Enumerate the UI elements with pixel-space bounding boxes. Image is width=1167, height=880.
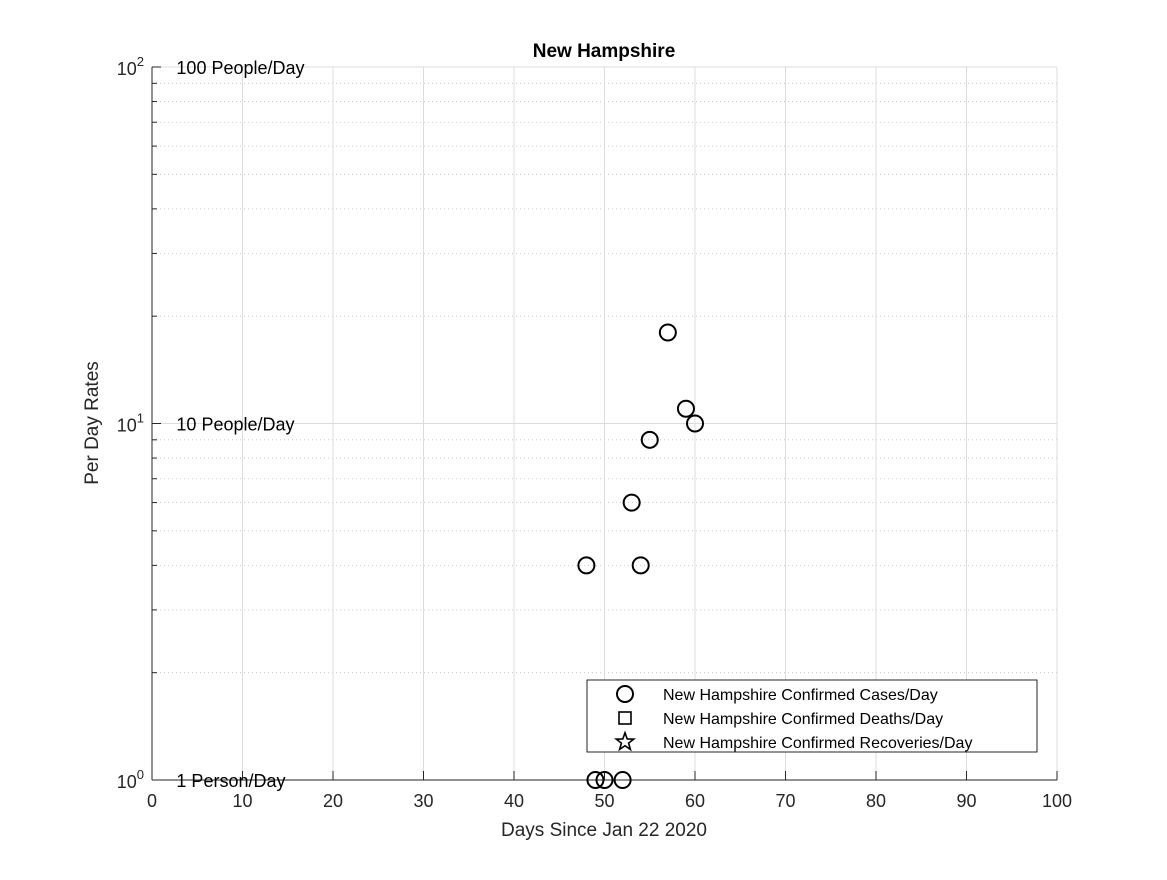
data-point [595,771,614,789]
legend-entry-label: New Hampshire Confirmed Cases/Day [663,687,938,704]
annotation-label: 100 People/Day [176,58,304,78]
annotations: 100 People/Day 10 People/Day 1 Person/Day [176,58,304,791]
legend-marker [613,730,637,752]
axes [151,66,1058,781]
legend-marker [618,711,632,725]
data-point [658,323,677,342]
y-tick-label: 100 [117,767,144,792]
x-tick-label: 100 [1042,791,1072,811]
x-tick-label: 70 [775,791,795,811]
data-point [613,771,632,789]
x-tick-label: 30 [413,791,433,811]
y-axis-label: Per Day Rates [82,361,103,485]
x-tick-label: 50 [594,791,614,811]
annotation-label: 10 People/Day [176,415,294,435]
tick-labels: 0 10 20 30 40 50 60 70 80 90 100 100 101 102 [117,54,1072,811]
x-axis-label: Days Since Jan 22 2020 [501,820,707,841]
data-point [577,556,596,575]
x-tick-label: 60 [685,791,705,811]
y-tick-label: 102 [117,54,144,79]
x-tick-label: 0 [147,791,157,811]
x-tick-label: 90 [956,791,976,811]
legend-entry-label: New Hampshire Confirmed Recoveries/Day [663,735,972,752]
data-point [586,771,605,789]
data-points [577,323,704,789]
x-tick-label: 80 [866,791,886,811]
data-point [640,430,659,449]
data-point [676,399,695,418]
legend-entry-label: New Hampshire Confirmed Deaths/Day [663,711,943,728]
x-tick-label: 40 [504,791,524,811]
annotation-label: 1 Person/Day [176,771,285,791]
grid-lines [151,66,1058,781]
legend[interactable]: New Hampshire Confirmed Cases/Day New Ham… [586,679,1038,753]
data-point [622,493,641,512]
y-tick-label: 101 [117,411,144,436]
data-point [686,414,704,433]
legend-box [586,679,1038,753]
data-point [631,556,650,575]
x-tick-label: 10 [232,791,252,811]
legend-marker [616,685,634,703]
chart-title: New Hampshire [533,41,676,62]
x-tick-label: 20 [323,791,343,811]
